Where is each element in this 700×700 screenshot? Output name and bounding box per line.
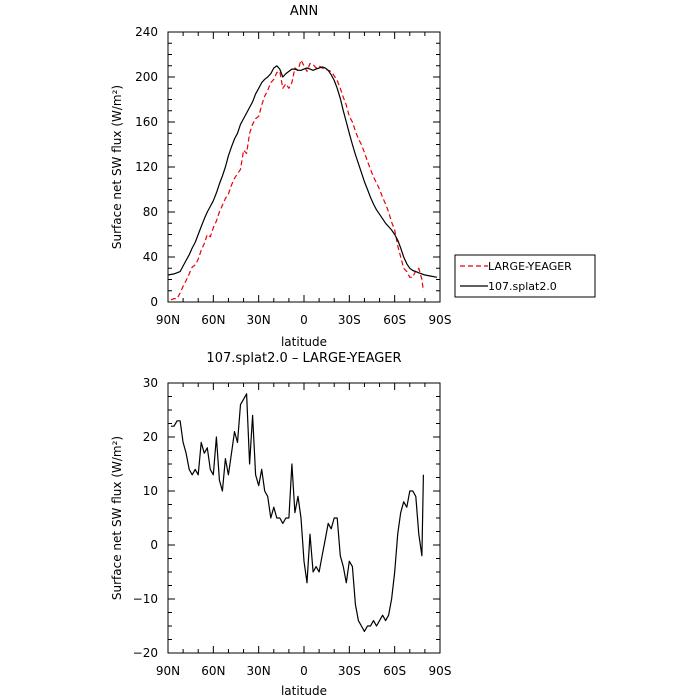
bottom-chart-x-tick-label: 60N bbox=[201, 664, 225, 678]
bottom-chart-x-tick-label: 30N bbox=[247, 664, 271, 678]
top-chart-legend: LARGE-YEAGER 107.splat2.0 bbox=[454, 254, 596, 298]
top-chart-plot-frame bbox=[167, 31, 441, 303]
bottom-chart-y-tick-label: 30 bbox=[143, 376, 158, 390]
top-chart-y-tick-label: 200 bbox=[135, 70, 158, 84]
bottom-chart-y-tick-label: 10 bbox=[143, 484, 158, 498]
bottom-chart-x-tick-label: 90N bbox=[156, 664, 180, 678]
bottom-chart-title: 107.splat2.0 – LARGE-YEAGER bbox=[206, 351, 401, 366]
top-chart-y-tick-label: 80 bbox=[143, 205, 158, 219]
top-chart-x-tick-label: 90N bbox=[156, 313, 180, 327]
bottom-chart-y-tick-label: −20 bbox=[133, 646, 158, 660]
top-chart-x-tick-label: 30N bbox=[247, 313, 271, 327]
legend-label-107-splat2: 107.splat2.0 bbox=[488, 280, 557, 293]
top-chart-x-tick-label: 30S bbox=[338, 313, 361, 327]
top-chart-y-axis-label: Surface net SW flux (W/m²) bbox=[110, 85, 124, 249]
top-chart-y-tick-label: 120 bbox=[135, 160, 158, 174]
top-chart-x-tick-label: 60N bbox=[201, 313, 225, 327]
bottom-chart-series-line-difference bbox=[171, 393, 424, 633]
bottom-chart-x-tick-label: 0 bbox=[300, 664, 308, 678]
bottom-chart-y-tick-label: 20 bbox=[143, 430, 158, 444]
top-chart-series-line-large-yeager bbox=[170, 59, 424, 301]
bottom-chart-panel: 107.splat2.0 – LARGE-YEAGER 90N 60N 30N 0 30… bbox=[110, 351, 451, 698]
top-chart-y-tick-label: 40 bbox=[143, 250, 158, 264]
bottom-chart-x-tick-label: 60S bbox=[383, 664, 406, 678]
top-chart-y-tick-label: 160 bbox=[135, 115, 158, 129]
top-chart-x-tick-label: 0 bbox=[300, 313, 308, 327]
bottom-chart-y-tick-label: 0 bbox=[150, 538, 158, 552]
top-chart-x-axis-label: latitude bbox=[281, 335, 327, 349]
top-chart-x-tick-label: 90S bbox=[429, 313, 452, 327]
top-chart-series-line-107-splat2-0 bbox=[167, 65, 438, 278]
top-chart-x-tick-label: 60S bbox=[383, 313, 406, 327]
top-chart-panel: ANN 90N 60N 30N 0 30S 60S 90S 0 40 80 120 160 200 240… bbox=[110, 4, 596, 349]
top-chart-title: ANN bbox=[290, 4, 318, 19]
bottom-chart-x-tick-label: 90S bbox=[429, 664, 452, 678]
legend-box bbox=[454, 254, 596, 298]
top-chart-y-tick-label: 0 bbox=[150, 295, 158, 309]
bottom-chart-x-tick-label: 30S bbox=[338, 664, 361, 678]
bottom-chart-y-axis-label: Surface net SW flux (W/m²) bbox=[110, 436, 124, 600]
bottom-chart-y-tick-label: −10 bbox=[133, 592, 158, 606]
top-chart-y-tick-label: 240 bbox=[135, 25, 158, 39]
bottom-chart-plot-frame bbox=[167, 382, 441, 654]
legend-label-large-yeager: LARGE-YEAGER bbox=[488, 260, 572, 273]
bottom-chart-x-axis-label: latitude bbox=[281, 684, 327, 698]
